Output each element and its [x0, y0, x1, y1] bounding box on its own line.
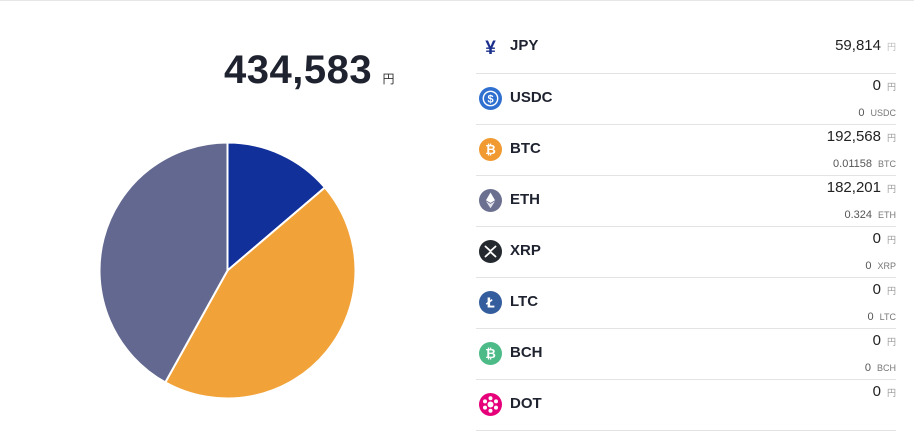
asset-holding: 0 LTC — [868, 307, 896, 325]
asset-amount-unit: 円 — [886, 133, 896, 143]
asset-amount-unit: 円 — [886, 286, 896, 296]
dot-icon — [479, 393, 502, 416]
asset-holding-unit: XRP — [877, 261, 896, 271]
asset-name: DOT — [510, 395, 542, 412]
asset-holding-value: 0.01158 — [833, 158, 872, 170]
asset-amount-unit: 円 — [886, 184, 896, 194]
total-balance: 434,583 円 — [224, 48, 395, 93]
asset-amount-value: 192,568 — [826, 128, 881, 145]
asset-amount-unit: 円 — [886, 388, 896, 398]
asset-name: JPY — [510, 37, 539, 54]
asset-amount-value: 59,814 — [835, 37, 881, 54]
asset-holding-value: 0 — [865, 260, 872, 272]
asset-row-jpy[interactable]: ¥ JPY 59,814 円 — [476, 23, 896, 74]
asset-amount: 192,568 円 — [827, 128, 896, 146]
asset-holding-unit: BTC — [878, 159, 896, 169]
asset-row-btc[interactable]: ₿ BTC 192,568 円 0.01158 BTC — [476, 125, 896, 176]
asset-amount-value: 182,201 — [826, 179, 881, 196]
asset-amount-value: 0 — [872, 383, 881, 400]
asset-amount: 59,814 円 — [835, 37, 896, 55]
asset-name: XRP — [510, 242, 541, 259]
asset-name: BTC — [510, 140, 541, 157]
asset-amount-unit: 円 — [886, 235, 896, 245]
btc-icon: ₿ — [479, 138, 502, 161]
asset-row-eth[interactable]: ETH 182,201 円 0.324 ETH — [476, 176, 896, 227]
asset-holding-unit: ETH — [878, 210, 896, 220]
svg-text:Ł: Ł — [485, 297, 494, 312]
asset-amount-unit: 円 — [886, 42, 896, 52]
total-balance-unit: 円 — [382, 72, 395, 86]
yen-icon: ¥ — [485, 38, 496, 59]
asset-holding: 0 XRP — [865, 256, 896, 274]
asset-amount-value: 0 — [872, 281, 881, 298]
asset-name: ETH — [510, 191, 540, 208]
asset-name: LTC — [510, 293, 539, 310]
top-divider — [0, 0, 914, 1]
asset-amount-unit: 円 — [886, 82, 896, 92]
asset-holding: 0 USDC — [858, 103, 896, 121]
asset-holding-value: 0 — [867, 311, 874, 323]
asset-holding-value: 0.324 — [844, 209, 872, 221]
asset-holding-unit: USDC — [870, 108, 896, 118]
svg-text:$: $ — [487, 94, 493, 106]
total-balance-value: 434,583 — [224, 48, 373, 92]
asset-holding-value: 0 — [858, 107, 865, 119]
asset-holding-unit: LTC — [879, 312, 896, 322]
asset-name: BCH — [510, 344, 543, 361]
asset-amount-value: 0 — [872, 77, 881, 94]
eth-icon — [479, 189, 502, 212]
asset-holding: 0.324 ETH — [844, 205, 896, 223]
asset-name: USDC — [510, 89, 553, 106]
bch-icon: ₿ — [479, 342, 502, 365]
pie-slice-jpy — [226, 141, 327, 273]
asset-holding-value: 0 — [864, 362, 871, 374]
usdc-icon: $ — [479, 87, 502, 110]
asset-holding-unit: BCH — [876, 363, 896, 373]
asset-amount-value: 0 — [872, 332, 881, 349]
asset-amount-unit: 円 — [886, 337, 896, 347]
pie-slice-eth — [98, 141, 229, 384]
asset-holding: 0.01158 BTC — [833, 154, 896, 172]
asset-pie-chart — [98, 141, 357, 400]
asset-holding: 0 BCH — [865, 358, 896, 376]
pie-slice-btc — [163, 186, 357, 400]
svg-text:¥: ¥ — [485, 38, 496, 59]
xrp-icon — [479, 240, 502, 263]
asset-amount: 182,201 円 — [827, 179, 896, 197]
svg-text:₿: ₿ — [485, 143, 496, 158]
ltc-icon: Ł — [479, 291, 502, 314]
svg-text:₿: ₿ — [485, 347, 496, 362]
asset-amount-value: 0 — [872, 230, 881, 247]
